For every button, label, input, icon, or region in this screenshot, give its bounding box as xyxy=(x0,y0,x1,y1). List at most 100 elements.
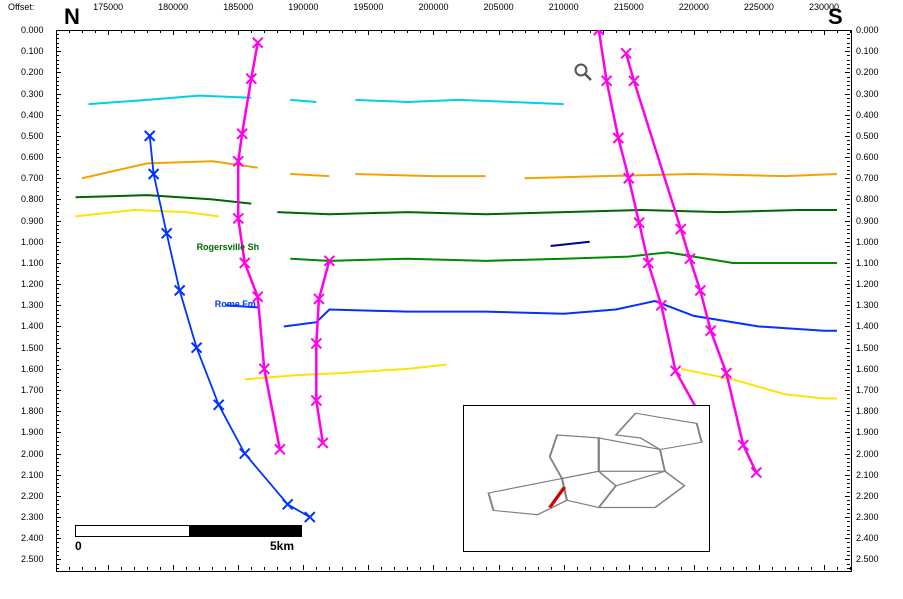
y-minor-tick xyxy=(847,259,850,260)
y-minor-tick xyxy=(847,496,850,497)
x-minor-tick xyxy=(538,30,539,33)
y-minor-tick xyxy=(847,153,850,154)
x-minor-tick xyxy=(238,30,239,33)
y-tick-label-right: 0.200 xyxy=(856,67,879,77)
y-minor-tick xyxy=(847,144,850,145)
y-minor-tick xyxy=(847,72,850,73)
y-minor-tick xyxy=(56,140,59,141)
y-minor-tick xyxy=(847,369,850,370)
annotation-rogersville: Rogersville Sh xyxy=(197,242,260,252)
y-minor-tick xyxy=(847,526,850,527)
y-minor-tick xyxy=(847,136,850,137)
y-minor-tick xyxy=(847,191,850,192)
x-minor-tick xyxy=(394,30,395,33)
horizon-blue-rome xyxy=(284,301,837,331)
x-minor-tick xyxy=(460,567,461,570)
y-minor-tick xyxy=(847,161,850,162)
x-minor-tick xyxy=(134,567,135,570)
y-tick-label-left: 0.100 xyxy=(21,46,44,56)
x-minor-tick xyxy=(121,567,122,570)
y-minor-tick xyxy=(847,339,850,340)
y-minor-tick xyxy=(847,64,850,65)
x-minor-tick xyxy=(512,30,513,33)
x-minor-tick xyxy=(173,30,174,33)
y-tick-label-right: 0.700 xyxy=(856,173,879,183)
y-minor-tick xyxy=(56,403,59,404)
y-minor-tick xyxy=(56,445,59,446)
x-minor-tick xyxy=(681,30,682,33)
y-minor-tick xyxy=(56,352,59,353)
y-minor-tick xyxy=(847,238,850,239)
x-minor-tick xyxy=(381,567,382,570)
y-tick-label-left: 2.100 xyxy=(21,470,44,480)
y-minor-tick xyxy=(847,89,850,90)
y-minor-tick xyxy=(56,254,59,255)
x-minor-tick xyxy=(108,567,109,570)
x-minor-tick xyxy=(733,30,734,33)
x-minor-tick xyxy=(616,30,617,33)
fault-fault-east-1 xyxy=(599,30,701,415)
y-minor-tick xyxy=(56,564,59,565)
x-minor-tick xyxy=(212,30,213,33)
x-minor-tick xyxy=(394,567,395,570)
horizon-short-navy xyxy=(551,242,590,246)
x-minor-tick xyxy=(381,30,382,33)
y-minor-tick xyxy=(847,382,850,383)
x-minor-tick xyxy=(238,567,239,570)
y-tick-label-left: 1.200 xyxy=(21,279,44,289)
y-minor-tick xyxy=(56,102,59,103)
y-minor-tick xyxy=(56,369,59,370)
y-minor-tick xyxy=(56,166,59,167)
x-minor-tick xyxy=(590,30,591,33)
y-minor-tick xyxy=(847,106,850,107)
x-minor-tick xyxy=(69,30,70,33)
y-minor-tick xyxy=(56,212,59,213)
y-minor-tick xyxy=(847,250,850,251)
y-minor-tick xyxy=(847,470,850,471)
y-minor-tick xyxy=(56,407,59,408)
x-minor-tick xyxy=(316,30,317,33)
y-minor-tick xyxy=(847,475,850,476)
x-minor-tick xyxy=(290,30,291,33)
y-minor-tick xyxy=(56,492,59,493)
y-tick-label-left: 0.000 xyxy=(21,25,44,35)
y-minor-tick xyxy=(56,398,59,399)
x-tick-label: 180000 xyxy=(158,2,188,12)
y-minor-tick xyxy=(56,310,59,311)
y-tick-label-right: 0.100 xyxy=(856,46,879,56)
y-minor-tick xyxy=(56,259,59,260)
x-minor-tick xyxy=(368,30,369,33)
y-minor-tick xyxy=(56,187,59,188)
x-minor-tick xyxy=(603,567,604,570)
y-tick-label-left: 1.800 xyxy=(21,406,44,416)
y-tick-label-left: 2.400 xyxy=(21,533,44,543)
magnifier-icon[interactable] xyxy=(573,62,593,82)
x-minor-tick xyxy=(355,30,356,33)
scale-bar-segment xyxy=(189,526,302,536)
y-minor-tick xyxy=(56,246,59,247)
y-minor-tick xyxy=(847,43,850,44)
y-minor-tick xyxy=(56,216,59,217)
x-minor-tick xyxy=(681,567,682,570)
scale-bar xyxy=(75,525,302,537)
y-tick-label-left: 2.500 xyxy=(21,554,44,564)
y-minor-tick xyxy=(56,233,59,234)
y-tick-label-left: 0.900 xyxy=(21,216,44,226)
x-minor-tick xyxy=(759,30,760,33)
x-minor-tick xyxy=(368,567,369,570)
x-minor-tick xyxy=(303,30,304,33)
y-minor-tick xyxy=(847,432,850,433)
y-minor-tick xyxy=(56,191,59,192)
y-tick-label-left: 2.000 xyxy=(21,449,44,459)
horizon-dark-green-upper xyxy=(277,210,837,214)
y-minor-tick xyxy=(847,365,850,366)
y-minor-tick xyxy=(847,263,850,264)
horizon-orange-upper xyxy=(290,174,329,176)
y-minor-tick xyxy=(56,60,59,61)
y-minor-tick xyxy=(847,322,850,323)
horizon-yellow-lower xyxy=(681,369,837,399)
y-tick-label-right: 2.300 xyxy=(856,512,879,522)
y-minor-tick xyxy=(56,411,59,412)
x-minor-tick xyxy=(225,567,226,570)
y-minor-tick xyxy=(56,182,59,183)
